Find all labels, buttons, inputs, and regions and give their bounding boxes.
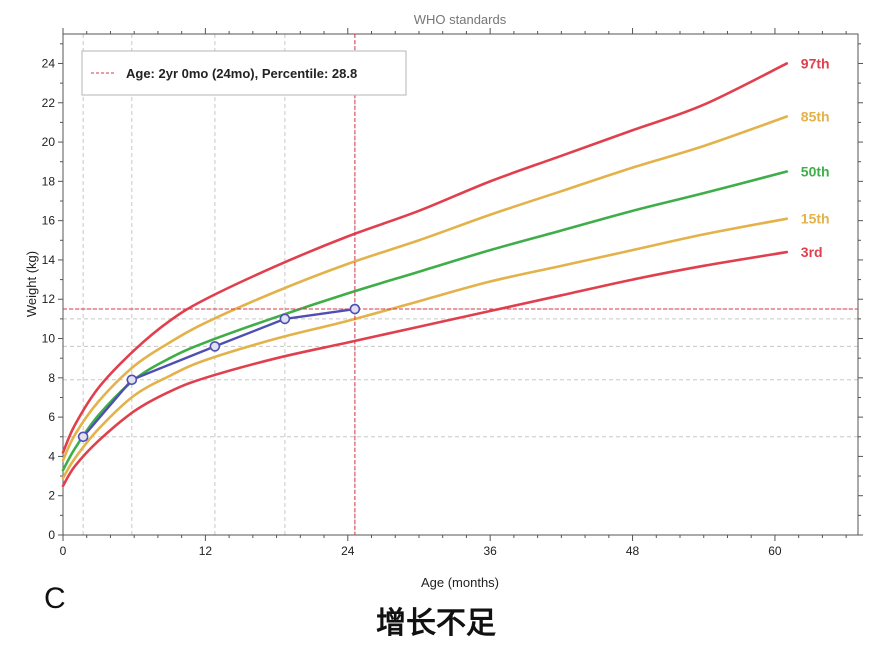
x-tick-label: 60	[768, 544, 782, 558]
panel-label: C	[44, 582, 66, 615]
x-tick-label: 36	[483, 544, 497, 558]
x-tick-label: 12	[199, 544, 213, 558]
y-tick-label: 14	[42, 253, 56, 267]
percentile-curve-85th	[61, 115, 789, 462]
percentile-label-15th: 15th	[801, 211, 830, 227]
measurement-point	[279, 313, 291, 325]
percentile-curve-15th	[61, 217, 789, 480]
percentile-curve-3rd	[61, 250, 789, 488]
y-tick-label: 22	[42, 96, 56, 110]
percentile-label-50th: 50th	[801, 164, 830, 180]
y-tick-label: 20	[42, 135, 56, 149]
y-tick-label: 4	[48, 449, 55, 463]
y-tick-label: 12	[42, 292, 56, 306]
measurement-point	[126, 374, 138, 386]
x-tick-label: 24	[341, 544, 355, 558]
percentile-curve-97th	[61, 62, 789, 454]
y-tick-label: 16	[42, 214, 56, 228]
y-tick-label: 6	[48, 410, 55, 424]
y-tick-label: 8	[48, 371, 55, 385]
x-tick-label: 0	[60, 544, 67, 558]
legend-text: Age: 2yr 0mo (24mo), Percentile: 28.8	[126, 66, 357, 81]
y-tick-label: 0	[48, 528, 55, 542]
x-axis-label: Age (months)	[421, 575, 499, 590]
y-axis-label: Weight (kg)	[24, 251, 39, 317]
x-tick-label: 48	[626, 544, 640, 558]
legend: Age: 2yr 0mo (24mo), Percentile: 28.8	[81, 50, 407, 96]
measurement-point	[209, 341, 221, 352]
percentile-label-85th: 85th	[801, 109, 830, 125]
plot-frame	[62, 33, 859, 536]
y-tick-label: 10	[42, 332, 56, 346]
percentile-curve-50th	[61, 170, 789, 472]
chart-title: WHO standards	[414, 12, 507, 27]
caption: 增长不足	[376, 606, 496, 641]
legend-box	[81, 50, 407, 96]
percentile-label-97th: 97th	[801, 55, 830, 71]
measurement-point	[349, 303, 361, 315]
percentile-label-3rd: 3rd	[801, 244, 823, 260]
y-tick-label: 24	[42, 56, 56, 70]
y-tick-label: 18	[42, 174, 56, 188]
measurement-point	[77, 431, 89, 443]
y-tick-label: 2	[48, 489, 55, 503]
